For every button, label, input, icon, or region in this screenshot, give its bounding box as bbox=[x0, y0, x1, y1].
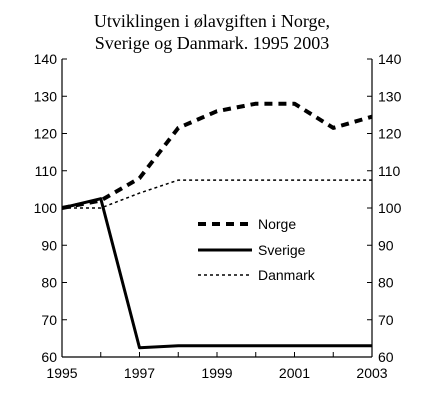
y-tick-label-left: 100 bbox=[34, 200, 58, 216]
x-tick-label: 1997 bbox=[124, 365, 155, 381]
y-tick-label-left: 80 bbox=[41, 275, 57, 291]
y-tick-label-left: 140 bbox=[34, 51, 58, 67]
y-tick-label-right: 140 bbox=[378, 51, 402, 67]
legend-label-sverige: Sverige bbox=[258, 242, 306, 258]
legend-label-danmark: Danmark bbox=[258, 267, 316, 283]
y-tick-label-left: 70 bbox=[41, 312, 57, 328]
chart-title: Utviklingen i ølavgiften i Norge, Sverig… bbox=[94, 11, 330, 53]
series-lines bbox=[61, 101, 373, 350]
series-line-norge bbox=[61, 101, 373, 210]
y-tick-label-right: 60 bbox=[378, 349, 394, 365]
x-tick-label: 2001 bbox=[279, 365, 310, 381]
legend-label-norge: Norge bbox=[258, 216, 296, 232]
y-tick-label-right: 110 bbox=[378, 163, 401, 179]
y-tick-label-left: 120 bbox=[34, 126, 58, 142]
y-tick-label-left: 90 bbox=[41, 237, 57, 253]
y-tick-label-right: 130 bbox=[378, 88, 402, 104]
x-tick-label: 1995 bbox=[46, 365, 77, 381]
legend: Norge Sverige Danmark bbox=[198, 216, 316, 283]
chart-title-line-1: Utviklingen i ølavgiften i Norge, bbox=[94, 11, 330, 31]
chart-title-line-2: Sverige og Danmark. 1995 2003 bbox=[95, 33, 329, 53]
y-tick-label-right: 120 bbox=[378, 126, 402, 142]
y-tick-label-left: 110 bbox=[35, 163, 58, 179]
y-tick-label-right: 90 bbox=[378, 237, 394, 253]
y-tick-label-left: 60 bbox=[41, 349, 57, 365]
x-tick-label: 2003 bbox=[356, 365, 387, 381]
x-tick-label: 1999 bbox=[201, 365, 232, 381]
series-line-sverige bbox=[61, 197, 372, 350]
axes: 60 60 70 70 80 80 90 90 100 100 110 110 120 120 130 130… bbox=[34, 51, 402, 381]
y-tick-label-right: 70 bbox=[378, 312, 394, 328]
y-tick-label-left: 130 bbox=[34, 88, 58, 104]
y-tick-label-right: 80 bbox=[378, 275, 394, 291]
y-tick-label-right: 100 bbox=[378, 200, 402, 216]
